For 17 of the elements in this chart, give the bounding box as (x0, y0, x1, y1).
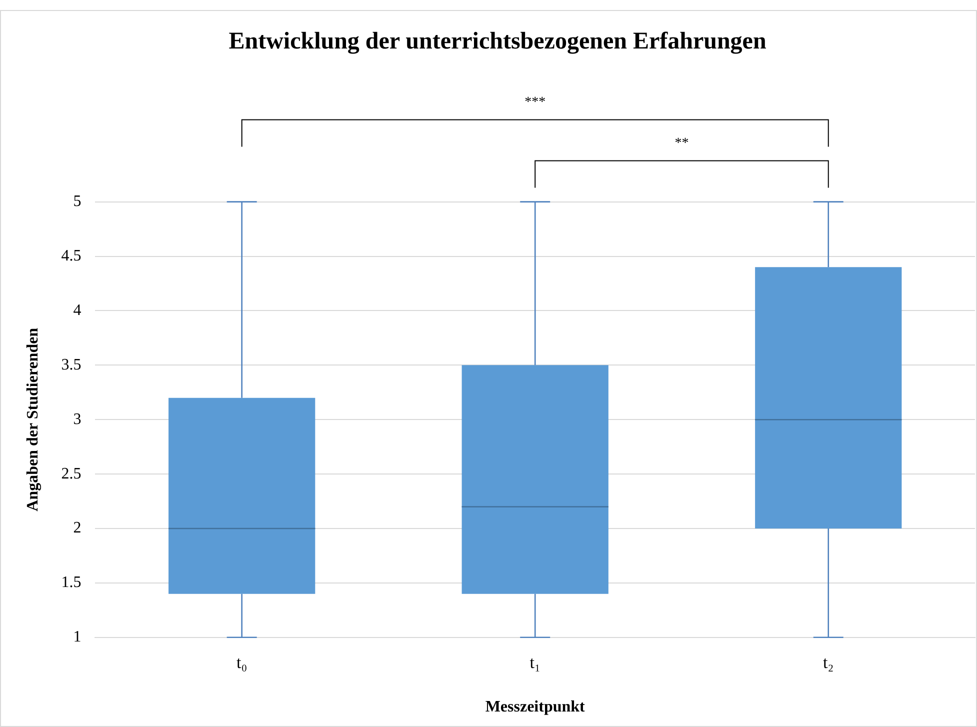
y-tick-label: 5 (73, 193, 82, 210)
y-tick-label: 3 (73, 410, 82, 428)
y-tick-label: 1.5 (61, 574, 82, 592)
y-tick-label: 1 (73, 628, 82, 646)
y-tick-label: 4.5 (61, 247, 82, 264)
x-tick-label: t₁ (530, 653, 540, 672)
text: ** (674, 136, 689, 151)
x-tick-label: t₀ (236, 653, 248, 672)
y-tick-label: 3.5 (61, 356, 82, 374)
x-axis-title: Messzeitpunkt (485, 698, 586, 716)
y-tick-label: 2 (73, 520, 82, 537)
y-tick-label: 2.5 (61, 465, 82, 482)
x-tick-label: t₂ (823, 653, 834, 672)
text: *** (524, 94, 546, 110)
y-axis-title: Angaben der Studierenden (24, 328, 42, 512)
y-tick-label: 4 (73, 302, 82, 319)
chart-title: Entwicklung der unterrichtsbezogenen Erfahrungen (228, 28, 766, 55)
